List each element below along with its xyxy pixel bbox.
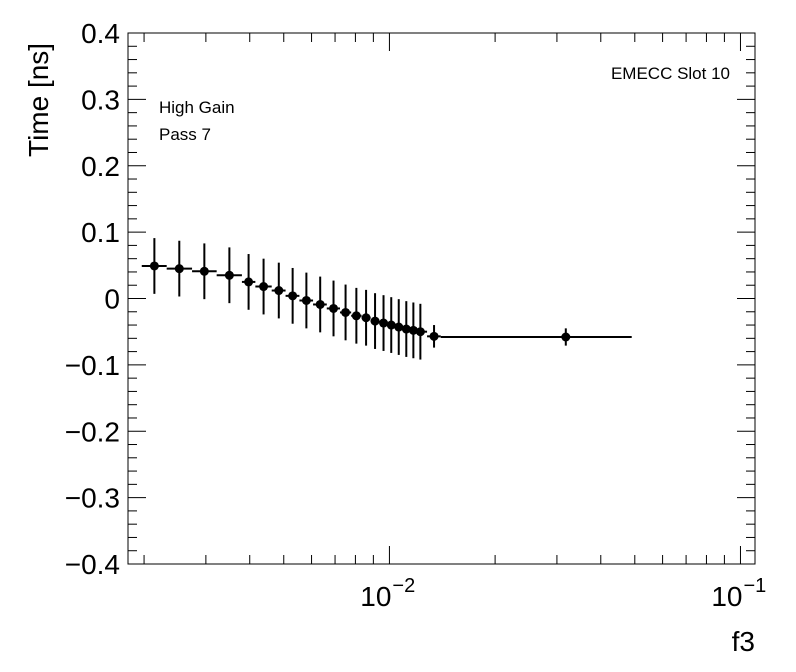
y-ticks: −0.4 −0.3 −0.2 −0.1 0 0.1 0.2 0.3 0.4	[65, 18, 120, 580]
data-point	[271, 262, 286, 319]
data-point	[216, 247, 242, 304]
data-marker	[149, 261, 159, 271]
annotation-top-right: EMECC Slot 10	[611, 64, 730, 83]
data-point	[370, 293, 380, 349]
data-point	[415, 303, 428, 360]
data-point	[285, 267, 300, 324]
x-tick-label-exponent: −1	[743, 575, 766, 597]
data-point	[326, 280, 340, 337]
y-tick-label: 0.2	[81, 151, 120, 182]
data-point	[255, 258, 272, 315]
data-marker	[361, 313, 371, 323]
minor-ticks	[128, 32, 755, 565]
data-marker	[415, 327, 425, 337]
data-point	[192, 243, 217, 300]
data-marker	[288, 291, 298, 301]
data-point	[241, 254, 256, 310]
y-axis-title: Time [ns]	[23, 43, 54, 157]
y-tick-label: −0.1	[65, 350, 120, 381]
x-tick-label-base: 10	[711, 581, 742, 612]
data-point	[408, 302, 418, 359]
data-marker	[244, 277, 254, 287]
data-marker	[329, 303, 339, 313]
data-marker	[379, 318, 389, 328]
data-point	[386, 297, 396, 353]
data-point	[440, 328, 632, 346]
y-tick-label: −0.4	[65, 549, 120, 580]
data-marker	[429, 331, 439, 341]
x-ticks: 10 −2 10 −1	[360, 575, 766, 612]
data-point	[166, 240, 193, 297]
data-point	[427, 325, 441, 348]
data-point	[351, 287, 362, 344]
data-marker	[315, 299, 325, 309]
y-tick-label: 0	[104, 284, 120, 315]
data-point	[141, 238, 167, 294]
data-points	[141, 238, 632, 360]
y-tick-label: 0.1	[81, 217, 120, 248]
data-point	[339, 284, 352, 341]
data-point	[361, 289, 371, 346]
annotation-high-gain: High Gain	[159, 98, 235, 117]
y-tick-label: 0.3	[81, 84, 120, 115]
data-point	[299, 272, 314, 329]
data-marker	[401, 324, 411, 334]
data-marker	[370, 316, 380, 326]
x-tick-label-base: 10	[360, 581, 391, 612]
data-marker	[561, 332, 571, 342]
x-tick-label: 10 −1	[711, 575, 766, 612]
y-tick-label: −0.2	[65, 416, 120, 447]
y-tick-label: −0.3	[65, 483, 120, 514]
data-marker	[224, 270, 234, 280]
x-axis-title: f3	[732, 626, 755, 657]
y-tick-label: 0.4	[81, 18, 120, 49]
data-marker	[351, 311, 361, 321]
annotation-pass: Pass 7	[159, 125, 211, 144]
x-tick-label-exponent: −2	[392, 575, 415, 597]
data-marker	[341, 307, 351, 317]
data-marker	[386, 320, 396, 330]
data-marker	[174, 264, 184, 274]
data-point	[401, 301, 411, 357]
data-point	[379, 295, 389, 351]
data-marker	[394, 322, 404, 332]
data-marker	[274, 286, 284, 296]
data-marker	[259, 282, 269, 292]
data-point	[394, 299, 404, 355]
data-marker	[408, 325, 418, 335]
x-tick-label: 10 −2	[360, 575, 415, 612]
data-marker	[301, 295, 311, 305]
data-point	[313, 276, 327, 333]
data-marker	[199, 266, 209, 276]
